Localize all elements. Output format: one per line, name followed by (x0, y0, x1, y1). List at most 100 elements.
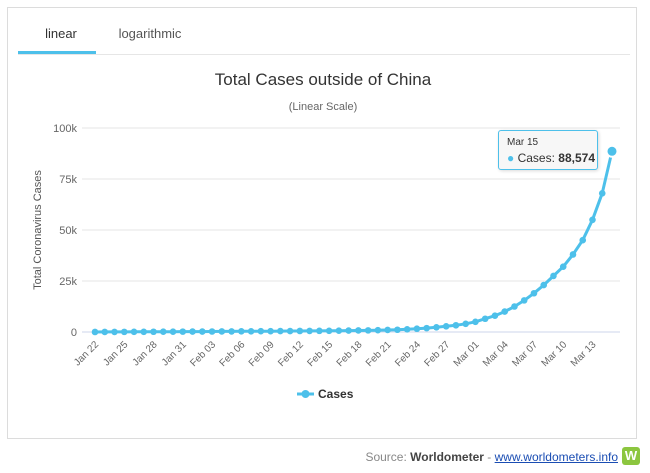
data-point[interactable] (316, 327, 323, 335)
data-point[interactable] (120, 328, 128, 336)
data-point[interactable] (364, 327, 372, 334)
active-tab-indicator (18, 51, 96, 54)
data-point[interactable] (345, 327, 352, 334)
data-point[interactable] (306, 327, 313, 335)
data-point[interactable] (208, 328, 216, 335)
y-tick-label: 100k (53, 123, 77, 135)
source-credit: Source: Worldometer - www.worldometers.i… (365, 450, 618, 464)
data-point[interactable] (169, 328, 177, 335)
data-point[interactable] (247, 327, 255, 335)
x-tick-label: Feb 18 (335, 339, 365, 369)
data-point[interactable] (598, 189, 606, 197)
data-point[interactable] (559, 263, 567, 271)
data-point[interactable] (286, 327, 294, 335)
data-point[interactable] (374, 326, 382, 334)
x-tick-label: Feb 15 (305, 339, 335, 369)
data-point[interactable] (179, 328, 187, 335)
data-point[interactable] (355, 327, 362, 334)
data-point[interactable] (150, 328, 157, 336)
tab-linear[interactable]: linear (45, 26, 77, 41)
legend-label-cases: Cases (318, 387, 354, 401)
x-tick-label: Feb 12 (276, 339, 306, 369)
data-point[interactable] (520, 297, 528, 304)
tab-logarithmic[interactable]: logarithmic (118, 26, 182, 41)
source-separator: - (487, 450, 492, 464)
y-axis-ticks: 0 25k 50k 75k 100k (53, 123, 77, 339)
data-point[interactable] (130, 328, 138, 336)
y-tick-label: 75k (59, 174, 77, 186)
legend[interactable]: Cases (297, 387, 354, 401)
x-tick-label: Feb 03 (188, 339, 218, 369)
data-point[interactable] (394, 326, 401, 334)
line-chart: Total Cases outside of China (Linear Sca… (32, 70, 620, 401)
data-point[interactable] (335, 327, 343, 334)
source-prefix: Source: (365, 450, 407, 464)
x-tick-label: Jan 31 (160, 339, 189, 368)
data-point[interactable] (491, 312, 499, 319)
data-point[interactable] (91, 328, 99, 336)
data-point[interactable] (101, 328, 109, 336)
x-tick-label: Mar 13 (569, 339, 599, 369)
series-line (94, 150, 614, 334)
tooltip-date: Mar 15 (507, 137, 539, 148)
data-point[interactable] (540, 281, 548, 289)
data-point[interactable] (511, 303, 518, 310)
chart-title: Total Cases outside of China (215, 70, 432, 89)
x-tick-label: Jan 28 (131, 339, 160, 368)
x-tick-label: Mar 07 (510, 339, 540, 369)
source-link[interactable]: www.worldometers.info (494, 450, 618, 464)
chart-subtitle: (Linear Scale) (289, 101, 357, 113)
y-tick-label: 25k (59, 276, 77, 288)
data-point[interactable] (238, 328, 245, 335)
x-tick-label: Feb 21 (364, 339, 394, 369)
legend-marker-icon (301, 390, 310, 398)
data-point[interactable] (325, 327, 333, 335)
data-point[interactable] (589, 216, 596, 224)
data-point[interactable] (384, 326, 391, 334)
data-point[interactable] (267, 327, 274, 335)
data-point[interactable] (442, 322, 450, 330)
cases-series[interactable] (91, 144, 619, 336)
data-point[interactable] (472, 318, 479, 326)
y-axis-label: Total Coronavirus Cases (32, 170, 44, 290)
data-point[interactable] (462, 320, 469, 328)
data-point[interactable] (199, 328, 206, 335)
data-point[interactable] (550, 272, 557, 280)
y-tick-label: 0 (71, 327, 77, 339)
data-point[interactable] (579, 236, 587, 244)
data-point[interactable] (452, 321, 460, 329)
worldometer-logo-icon[interactable]: W (622, 447, 640, 465)
data-point[interactable] (159, 328, 167, 336)
x-tick-label: Feb 24 (393, 339, 423, 369)
data-point[interactable] (140, 328, 148, 336)
x-tick-label: Jan 25 (101, 339, 130, 368)
data-point[interactable] (189, 328, 196, 335)
data-point[interactable] (277, 327, 284, 335)
x-tick-label: Mar 01 (452, 339, 482, 369)
data-point[interactable] (413, 325, 421, 333)
data-point[interactable] (257, 327, 265, 335)
data-point[interactable] (228, 328, 235, 335)
source-brand: Worldometer (410, 450, 484, 464)
y-tick-label: 50k (59, 225, 77, 237)
chart-card: linear logarithmic (7, 7, 637, 439)
data-point[interactable] (423, 324, 430, 332)
x-axis-ticks: Jan 22 Jan 25 Jan 28 Jan 31 Feb 03 Feb 06 Feb … (72, 339, 599, 369)
data-point[interactable] (111, 328, 118, 336)
data-point[interactable] (569, 251, 577, 258)
data-point[interactable] (296, 327, 304, 335)
x-tick-label: Feb 27 (422, 339, 452, 369)
tooltip-value: 88,574 (558, 151, 595, 165)
data-point[interactable] (501, 308, 508, 315)
data-point[interactable] (403, 326, 411, 333)
data-point[interactable] (433, 324, 440, 331)
tab-divider (18, 54, 630, 55)
data-point-highlighted[interactable] (605, 144, 619, 158)
data-point[interactable] (218, 328, 226, 335)
data-point[interactable] (481, 315, 489, 323)
x-tick-label: Mar 10 (540, 339, 570, 369)
tooltip-dot-icon: ● (507, 151, 515, 165)
x-tick-label: Feb 06 (218, 339, 248, 369)
x-tick-label: Mar 04 (481, 339, 511, 369)
data-point[interactable] (530, 289, 538, 297)
